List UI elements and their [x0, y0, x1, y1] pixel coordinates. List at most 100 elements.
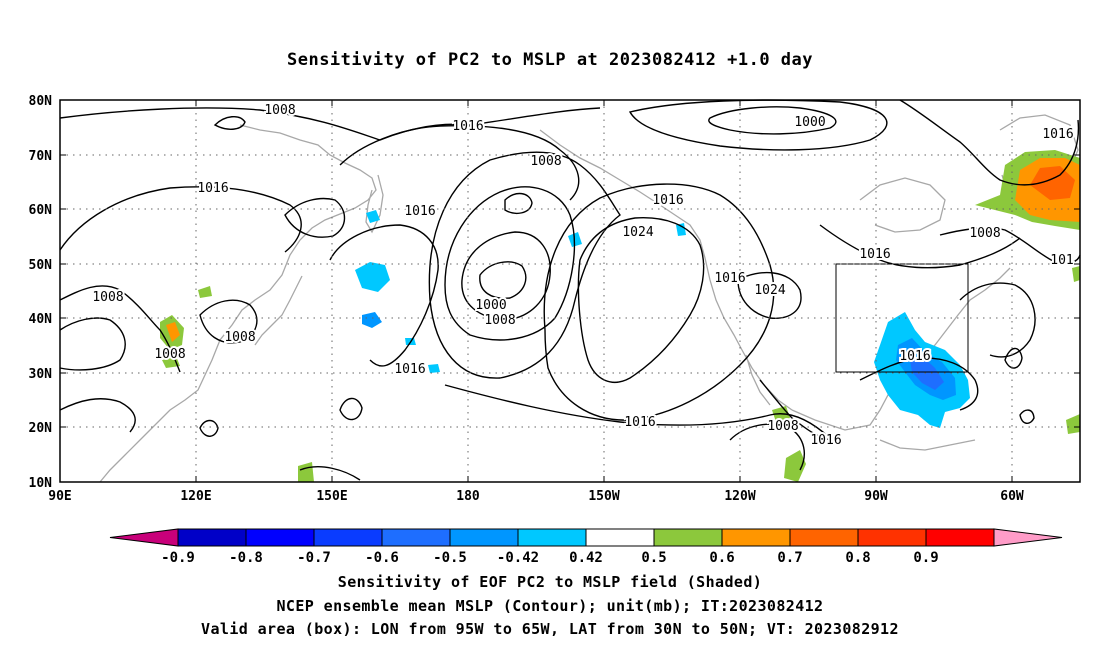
contour-label: 1000 — [794, 115, 825, 130]
contour-label: 1008 — [530, 154, 561, 169]
mslp-contours — [59, 99, 1081, 481]
colorbar-label: 0.9 — [913, 550, 938, 566]
contour-1016-pacific — [329, 224, 439, 367]
contour-label: 1008 — [484, 313, 515, 328]
contour-1016-kamchatka — [284, 197, 346, 238]
shade-positive-china-2 — [162, 356, 180, 368]
shade-negative-box-inner — [910, 356, 944, 390]
shade-positive-atlantic-east — [1072, 266, 1080, 282]
x-tick-label: 120E — [180, 489, 211, 504]
x-tick-label: 60W — [1000, 489, 1024, 504]
coastline-baja — [745, 354, 771, 406]
contour-label: 1016 — [1042, 127, 1073, 142]
contour-1016-mexico — [759, 379, 831, 441]
lat-lon-grid — [60, 100, 1080, 482]
shade-positive-china-orange — [166, 322, 180, 342]
shade-negative-pacific-2 — [362, 312, 382, 328]
colorbar-label: 0.8 — [845, 550, 870, 566]
caption-contour: NCEP ensemble mean MSLP (Contour); unit(… — [276, 597, 824, 615]
contour-small-1 — [199, 419, 219, 437]
colorbar-label: -0.5 — [433, 550, 467, 566]
x-tick-label: 120W — [724, 489, 755, 504]
contour-label: 1024 — [622, 225, 653, 240]
contour-small-5 — [1019, 409, 1035, 424]
shade-positive-atlantic-red — [1030, 166, 1075, 200]
contour-label: 1016 — [714, 271, 745, 286]
contour-label: 1016 — [859, 247, 890, 262]
colorbar-swatch — [313, 528, 383, 547]
colorbar-label: -0.6 — [365, 550, 399, 566]
colorbar-swatch — [653, 528, 723, 547]
coastline-east-asia — [99, 124, 377, 483]
colorbar-swatch — [789, 528, 859, 547]
contour-label: 1008 — [154, 347, 185, 362]
contour-1008-asia-2 — [199, 299, 258, 344]
y-tick-label: 10N — [29, 476, 53, 491]
coastline-japan — [254, 275, 303, 346]
colorbar-label: -0.42 — [497, 550, 539, 566]
contour-label: 1000 — [475, 298, 506, 313]
contour-label: 1008 — [264, 103, 295, 118]
shade-negative-pacific-6 — [428, 364, 440, 373]
contour-label: 1016 — [404, 204, 435, 219]
sensitivity-shading — [160, 150, 1080, 482]
contour-1008-south — [299, 466, 361, 481]
colorbar-right-arrow — [993, 528, 1063, 547]
colorbar-label: 0.6 — [709, 550, 734, 566]
contour-label: 1024 — [754, 283, 785, 298]
contour-high-1024-east — [737, 271, 802, 319]
contour-1016-atlantic-s — [959, 282, 1036, 358]
contour-low-1008-a — [461, 231, 551, 321]
contour-small-2 — [339, 397, 363, 421]
contour-1008-atlantic — [939, 227, 1081, 265]
contour-1016-namerica — [819, 224, 1021, 269]
y-tick-label: 50N — [29, 258, 53, 273]
contour-small-3 — [213, 116, 246, 130]
contour-label: 1008 — [224, 330, 255, 345]
contour-low-1008-b — [444, 186, 576, 341]
contour-1008-mexico — [729, 423, 806, 471]
contour-high-1024 — [577, 217, 705, 383]
shade-positive-atlantic-south — [1066, 414, 1080, 434]
contour-low-1000 — [479, 261, 527, 299]
colorbar-swatch — [245, 528, 315, 547]
contour-arctic-1016 — [339, 125, 580, 201]
valid-area-box — [835, 263, 969, 373]
contour-label: 1008 — [92, 290, 123, 305]
y-tick-label: 30N — [29, 367, 53, 382]
contour-label: 1016 — [899, 349, 930, 364]
contour-low-1016-outer — [428, 151, 621, 379]
contour-1016-north — [59, 107, 601, 141]
caption-valid-area: Valid area (box): LON from 95W to 65W, L… — [201, 620, 899, 638]
contour-label: 1016 — [624, 415, 655, 430]
contour-label: 1008 — [969, 226, 1000, 241]
x-tick-label: 180 — [456, 489, 480, 504]
y-tick-label: 80N — [29, 94, 53, 109]
colorbar-swatch — [857, 528, 927, 547]
colorbar-swatch — [449, 528, 519, 547]
contour-1008-asia — [59, 317, 126, 371]
shade-negative-gulf-alaska — [676, 223, 686, 236]
contour-1016-box — [859, 357, 979, 411]
shade-positive-pacific-south — [298, 462, 314, 482]
colorbar-swatch — [721, 528, 791, 547]
contour-low-1008-inner — [504, 192, 533, 215]
shade-negative-pacific-1 — [355, 262, 390, 292]
contour-high-1016 — [543, 183, 775, 421]
map-frame — [59, 99, 1081, 483]
colorbar-label: 0.5 — [641, 550, 666, 566]
x-tick-label: 150W — [588, 489, 619, 504]
caption-shaded: Sensitivity of EOF PC2 to MSLP field (Sh… — [337, 573, 763, 591]
contour-label: 1016 — [197, 181, 228, 196]
contour-label: 101 — [1050, 253, 1073, 268]
colorbar-swatch — [585, 528, 655, 547]
coastlines — [99, 114, 1079, 483]
colorbar-label: -0.9 — [161, 550, 195, 566]
x-tick-label: 90E — [48, 489, 71, 504]
contour-label: 1016 — [652, 193, 683, 208]
shade-positive-china-3 — [198, 286, 212, 298]
axis-ticks — [59, 99, 1080, 483]
contour-label: 1016 — [394, 362, 425, 377]
y-tick-label: 20N — [29, 421, 53, 436]
shade-negative-pacific-3 — [366, 210, 380, 223]
